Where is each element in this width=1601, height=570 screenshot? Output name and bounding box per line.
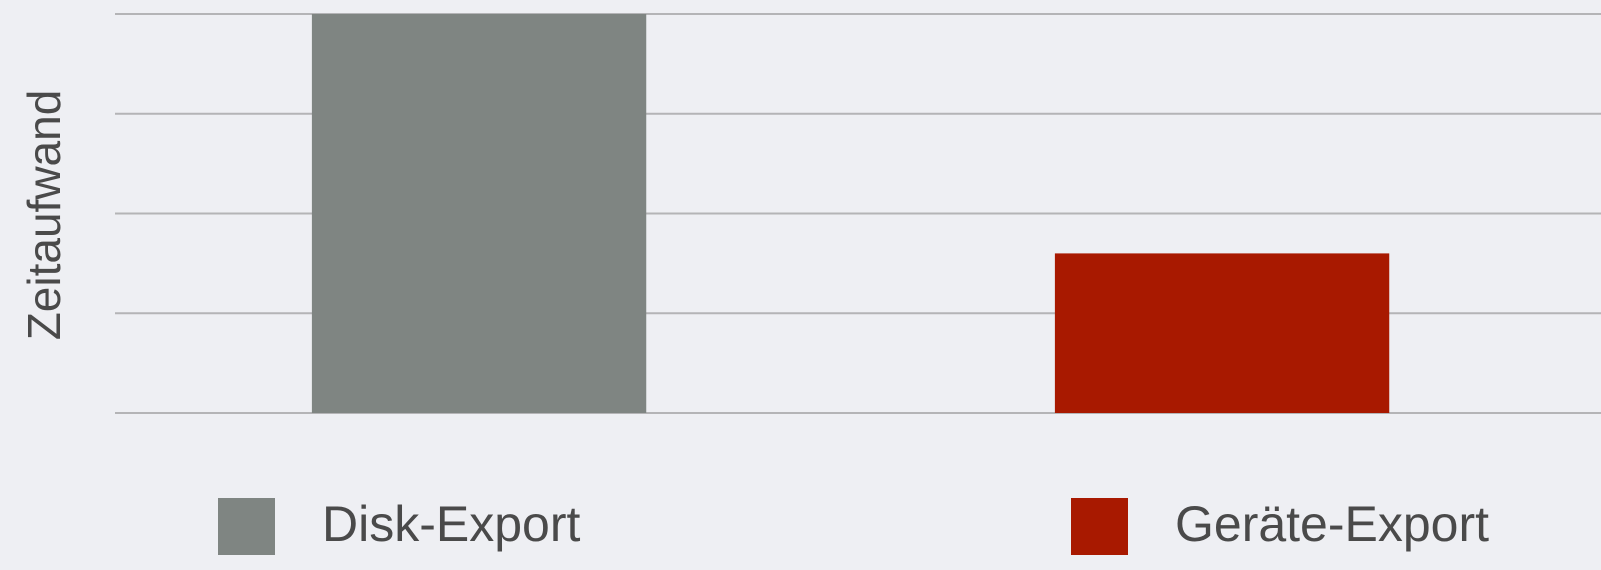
- legend-swatch: [218, 498, 275, 555]
- bar: [1054, 253, 1390, 413]
- legend-label: Geräte-Export: [1175, 496, 1489, 552]
- legend-label: Disk-Export: [322, 496, 580, 552]
- y-axis-label: Zeitaufwand: [18, 90, 70, 341]
- bar: [311, 14, 647, 413]
- legend-swatch: [1071, 498, 1128, 555]
